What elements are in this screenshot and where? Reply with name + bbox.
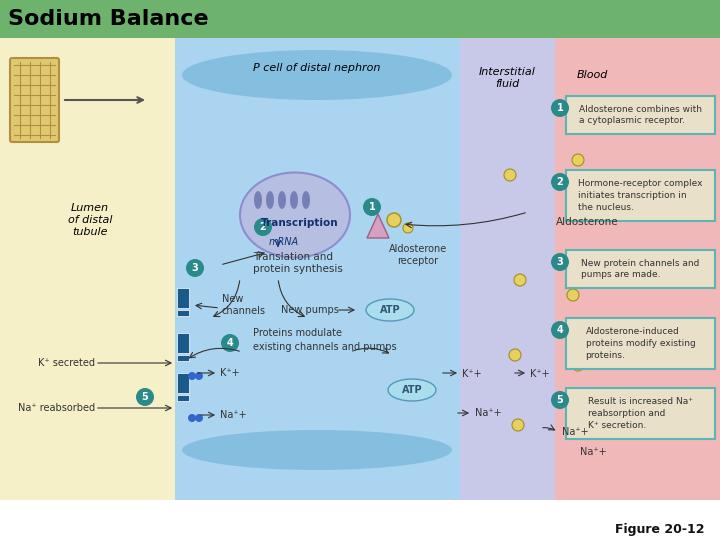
- Text: 1: 1: [369, 202, 375, 212]
- Text: New pumps: New pumps: [281, 305, 339, 315]
- FancyBboxPatch shape: [566, 96, 715, 134]
- FancyBboxPatch shape: [175, 38, 460, 500]
- Bar: [177, 355, 189, 361]
- Circle shape: [572, 359, 584, 371]
- Text: K⁺+: K⁺+: [530, 369, 549, 379]
- Circle shape: [551, 173, 569, 191]
- Bar: [177, 310, 189, 316]
- Text: mRNA: mRNA: [269, 237, 299, 247]
- Text: Na⁺+: Na⁺+: [562, 427, 589, 437]
- Ellipse shape: [302, 191, 310, 209]
- Text: Aldosterone-induced
proteins modify existing
proteins.: Aldosterone-induced proteins modify exis…: [585, 327, 696, 360]
- Bar: [177, 288, 189, 308]
- Text: Interstitial
fluid: Interstitial fluid: [479, 67, 536, 89]
- Circle shape: [221, 334, 239, 352]
- Circle shape: [186, 259, 204, 277]
- Text: Na⁺+: Na⁺+: [580, 447, 607, 457]
- Text: K⁺+: K⁺+: [462, 369, 482, 379]
- Ellipse shape: [278, 191, 286, 209]
- Circle shape: [551, 99, 569, 117]
- Circle shape: [551, 321, 569, 339]
- Circle shape: [387, 213, 401, 227]
- Text: Na⁺+: Na⁺+: [475, 408, 502, 418]
- Text: 1: 1: [557, 103, 563, 113]
- Text: 5: 5: [142, 392, 148, 402]
- Text: Blood: Blood: [576, 70, 608, 80]
- FancyBboxPatch shape: [0, 0, 720, 38]
- Text: 2: 2: [557, 177, 563, 187]
- Text: P cell of distal nephron: P cell of distal nephron: [253, 63, 381, 73]
- Text: ATP: ATP: [402, 385, 423, 395]
- Text: Translation and
protein synthesis: Translation and protein synthesis: [253, 252, 343, 274]
- Circle shape: [363, 198, 381, 216]
- Text: 5: 5: [557, 395, 563, 405]
- Circle shape: [195, 372, 203, 380]
- Circle shape: [567, 419, 579, 431]
- Ellipse shape: [290, 191, 298, 209]
- FancyBboxPatch shape: [566, 388, 715, 439]
- Text: Na⁺+: Na⁺+: [220, 410, 247, 420]
- FancyBboxPatch shape: [566, 318, 715, 369]
- Circle shape: [572, 154, 584, 166]
- FancyBboxPatch shape: [566, 250, 715, 288]
- Circle shape: [551, 391, 569, 409]
- Circle shape: [188, 414, 196, 422]
- Bar: [177, 373, 189, 393]
- Circle shape: [514, 274, 526, 286]
- FancyBboxPatch shape: [460, 38, 555, 500]
- Text: 3: 3: [557, 257, 563, 267]
- Text: 3: 3: [192, 263, 199, 273]
- Text: Result is increased Na⁺
reabsorption and
K⁺ secretion.: Result is increased Na⁺ reabsorption and…: [588, 397, 693, 430]
- Ellipse shape: [366, 299, 414, 321]
- FancyBboxPatch shape: [0, 38, 175, 500]
- Text: New protein channels and
pumps are made.: New protein channels and pumps are made.: [581, 259, 700, 279]
- Bar: [177, 333, 189, 353]
- Text: Aldosterone: Aldosterone: [556, 217, 618, 227]
- Circle shape: [195, 414, 203, 422]
- Ellipse shape: [254, 191, 262, 209]
- Ellipse shape: [266, 191, 274, 209]
- Ellipse shape: [182, 50, 452, 100]
- FancyBboxPatch shape: [555, 38, 720, 500]
- Text: New
channels: New channels: [222, 294, 266, 316]
- Text: K⁺ secreted: K⁺ secreted: [38, 358, 95, 368]
- Text: Transcription: Transcription: [261, 218, 339, 228]
- Ellipse shape: [182, 430, 452, 470]
- Circle shape: [512, 419, 524, 431]
- Text: ATP: ATP: [379, 305, 400, 315]
- Circle shape: [504, 169, 516, 181]
- Circle shape: [567, 289, 579, 301]
- Text: Na⁺ reabsorbed: Na⁺ reabsorbed: [18, 403, 95, 413]
- Text: Proteins modulate
existing channels and pumps: Proteins modulate existing channels and …: [253, 328, 397, 352]
- Circle shape: [188, 372, 196, 380]
- Text: Aldosterone combines with
a cytoplasmic receptor.: Aldosterone combines with a cytoplasmic …: [579, 105, 702, 125]
- Text: 2: 2: [260, 222, 266, 232]
- Text: Lumen
of distal
tubule: Lumen of distal tubule: [68, 204, 112, 237]
- Text: Figure 20-12: Figure 20-12: [616, 523, 705, 537]
- Text: Sodium Balance: Sodium Balance: [8, 9, 209, 29]
- Bar: [177, 395, 189, 401]
- Text: K⁺+: K⁺+: [220, 368, 240, 378]
- Circle shape: [254, 218, 272, 236]
- Ellipse shape: [388, 379, 436, 401]
- Circle shape: [136, 388, 154, 406]
- Text: Aldosterone
receptor: Aldosterone receptor: [389, 244, 447, 266]
- FancyBboxPatch shape: [566, 170, 715, 221]
- FancyBboxPatch shape: [10, 58, 59, 142]
- Text: Hormone-receptor complex
initiates transcription in
the nucleus.: Hormone-receptor complex initiates trans…: [578, 179, 703, 212]
- Circle shape: [551, 253, 569, 271]
- Polygon shape: [367, 214, 389, 238]
- Text: 4: 4: [557, 325, 563, 335]
- Ellipse shape: [240, 172, 350, 258]
- Circle shape: [403, 223, 413, 233]
- Text: 4: 4: [227, 338, 233, 348]
- Circle shape: [509, 349, 521, 361]
